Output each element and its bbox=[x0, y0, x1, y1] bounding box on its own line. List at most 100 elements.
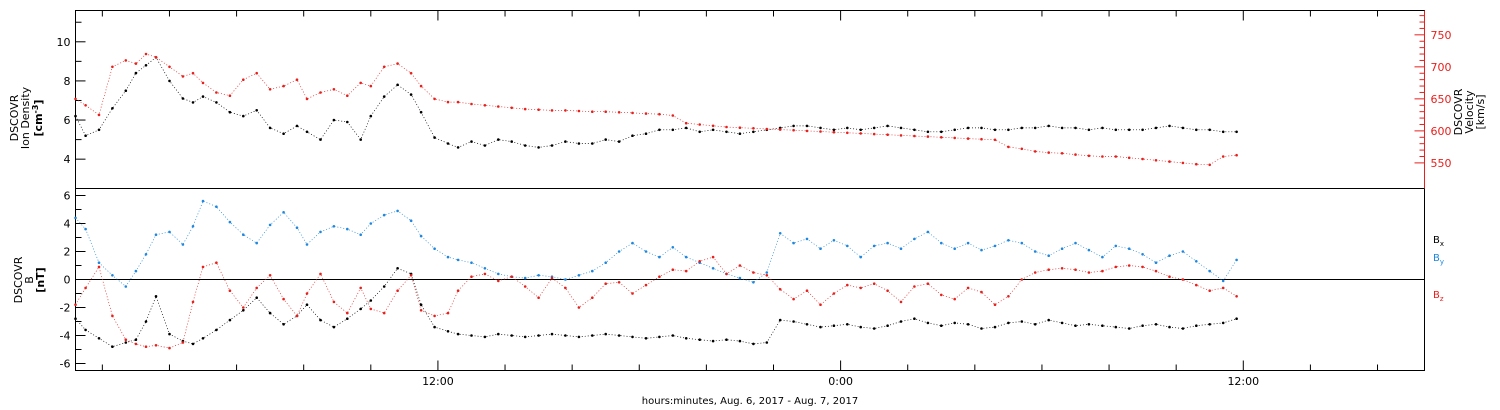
bz-point bbox=[191, 300, 195, 304]
velocity-point bbox=[698, 123, 701, 126]
density-point bbox=[1127, 128, 1131, 132]
bx-point bbox=[191, 342, 195, 346]
bz-point bbox=[168, 346, 171, 350]
velocity-axis-title: DSCOVR Velocity [km/s] bbox=[1452, 88, 1487, 135]
velocity-point bbox=[396, 62, 399, 65]
by-point bbox=[658, 255, 661, 259]
bz-point bbox=[1141, 265, 1144, 269]
bx-point bbox=[1235, 317, 1238, 321]
velocity-point bbox=[409, 71, 413, 75]
velocity-point bbox=[1060, 152, 1064, 155]
velocity-point bbox=[1168, 160, 1171, 163]
velocity-point bbox=[456, 100, 460, 104]
velocity-point bbox=[617, 111, 621, 114]
bz-point bbox=[591, 296, 594, 300]
density-axis-unit: [cm-3] bbox=[31, 100, 45, 137]
velocity-point bbox=[805, 129, 809, 133]
density-point bbox=[1074, 126, 1077, 130]
velocity-point bbox=[1033, 150, 1037, 153]
density-point bbox=[684, 126, 688, 130]
bx-point bbox=[1101, 324, 1104, 328]
bz-point bbox=[859, 286, 862, 290]
density-point bbox=[369, 114, 373, 118]
by-point bbox=[752, 281, 755, 284]
velocity-point bbox=[591, 110, 594, 113]
density-axis-title-line2: Ion Density bbox=[19, 86, 32, 149]
by-point bbox=[738, 276, 742, 280]
b-axis-title: DSCOVR B [nT] bbox=[12, 256, 47, 303]
by-point bbox=[711, 267, 715, 270]
bx-point bbox=[591, 334, 594, 337]
velocity-tick-label: 600 bbox=[1431, 125, 1452, 138]
density-trace bbox=[75, 56, 1237, 148]
velocity-point bbox=[966, 137, 970, 140]
data-layer bbox=[74, 52, 1238, 350]
velocity-point bbox=[940, 136, 943, 139]
axes-layer: 12:00 0:00 12:00 4 6 8 10 550 600 650 700 750 -6 -4 -2… bbox=[57, 10, 1452, 388]
density-point bbox=[564, 140, 567, 143]
velocity-point bbox=[1114, 155, 1118, 158]
bz-point bbox=[215, 261, 218, 265]
by-point bbox=[577, 274, 581, 277]
bz-point bbox=[369, 307, 373, 311]
density-tick-label: 4 bbox=[64, 153, 71, 166]
velocity-point bbox=[886, 133, 889, 136]
by-point bbox=[228, 220, 232, 224]
density-point bbox=[409, 93, 413, 96]
bx-point bbox=[1047, 318, 1050, 322]
bx-point bbox=[470, 334, 473, 337]
bx-point bbox=[1087, 323, 1091, 326]
density-point bbox=[282, 132, 285, 135]
b-tick-label: -4 bbox=[60, 330, 71, 343]
density-point bbox=[550, 144, 554, 147]
bx-point bbox=[144, 320, 148, 323]
bx-point bbox=[537, 334, 540, 337]
density-point bbox=[698, 130, 701, 134]
density-point bbox=[168, 79, 171, 83]
bx-point bbox=[617, 334, 621, 337]
bx-point bbox=[899, 320, 903, 323]
bx-point bbox=[805, 323, 809, 326]
bx-point bbox=[1060, 321, 1064, 325]
by-point bbox=[346, 227, 349, 231]
b-tick-label: -6 bbox=[60, 358, 71, 371]
bx-point bbox=[778, 318, 782, 322]
density-point bbox=[433, 136, 436, 139]
x-tick-label: 0:00 bbox=[828, 375, 853, 388]
velocity-point bbox=[201, 81, 205, 85]
velocity-point bbox=[1195, 162, 1198, 166]
velocity-point bbox=[832, 130, 836, 134]
velocity-point bbox=[631, 111, 634, 115]
density-tick-label: 8 bbox=[64, 75, 71, 88]
density-point bbox=[84, 134, 87, 137]
density-point bbox=[886, 124, 889, 128]
by-point bbox=[470, 261, 473, 265]
bx-point bbox=[564, 334, 567, 337]
bx-point bbox=[725, 338, 728, 342]
by-point bbox=[644, 250, 648, 253]
bz-point bbox=[446, 311, 450, 315]
bz-point bbox=[913, 285, 916, 288]
by-point bbox=[1127, 247, 1131, 250]
density-point bbox=[966, 126, 970, 130]
density-point bbox=[1181, 126, 1185, 130]
velocity-point bbox=[658, 112, 661, 116]
bz-point bbox=[671, 268, 675, 272]
bz-point bbox=[181, 341, 185, 344]
bx-point bbox=[382, 285, 386, 288]
density-point bbox=[181, 97, 185, 100]
velocity-trace bbox=[75, 53, 1237, 166]
bx-point bbox=[510, 334, 513, 337]
bz-point bbox=[966, 286, 970, 290]
density-point bbox=[1154, 126, 1158, 130]
legend-bx: Bx bbox=[1433, 235, 1444, 248]
top-panel-frame bbox=[75, 10, 1425, 189]
bz-point bbox=[228, 289, 232, 293]
velocity-point bbox=[305, 97, 309, 101]
bz-point bbox=[1181, 278, 1185, 281]
bz-point bbox=[419, 309, 423, 312]
density-point bbox=[1208, 128, 1211, 132]
b-axis-title-line1: DSCOVR bbox=[12, 256, 25, 303]
velocity-point bbox=[319, 91, 322, 94]
